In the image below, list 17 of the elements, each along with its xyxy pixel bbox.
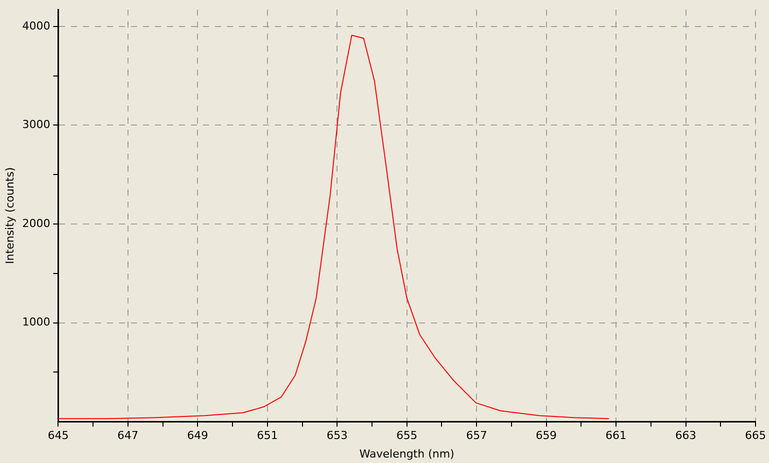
x-tick-label: 663 bbox=[675, 429, 696, 442]
x-tick-label: 649 bbox=[187, 429, 208, 442]
x-tick-label: 661 bbox=[606, 429, 627, 442]
y-tick-label: 1000 bbox=[22, 316, 50, 329]
x-axis-title: Wavelength (nm) bbox=[359, 447, 454, 460]
x-tick-label: 665 bbox=[745, 429, 766, 442]
x-tick-label: 653 bbox=[326, 429, 348, 442]
x-tick-label: 659 bbox=[536, 429, 557, 442]
x-tick-label: 655 bbox=[396, 429, 418, 442]
y-axis-title: Intensity (counts) bbox=[3, 167, 16, 264]
x-tick-label: 645 bbox=[48, 429, 69, 442]
x-tick-label: 647 bbox=[117, 429, 138, 442]
y-tick-label: 2000 bbox=[22, 216, 50, 230]
x-tick-label: 651 bbox=[256, 429, 278, 442]
y-tick-label: 4000 bbox=[22, 19, 50, 32]
y-tick-label: 3000 bbox=[22, 118, 50, 132]
x-tick-label: 657 bbox=[466, 429, 488, 442]
